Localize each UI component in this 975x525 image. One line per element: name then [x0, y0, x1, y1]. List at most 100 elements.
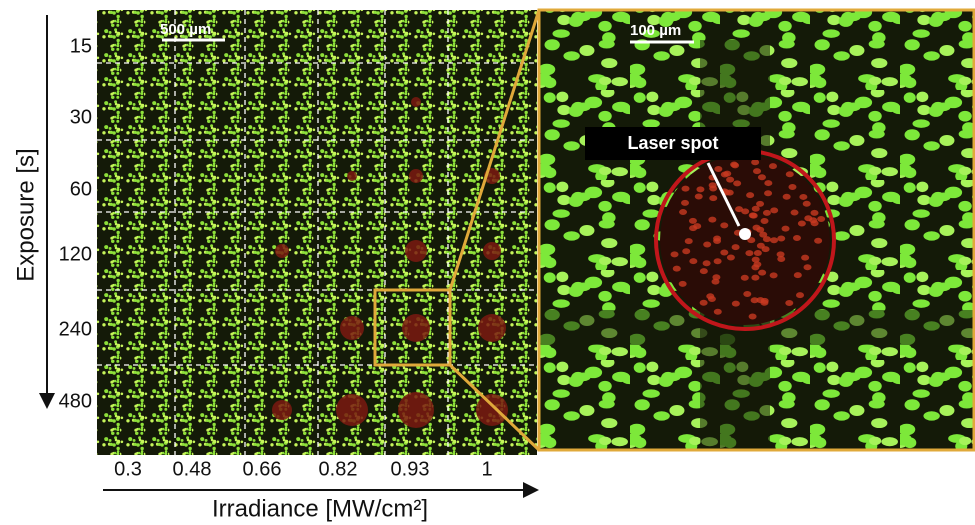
damaged-cell: [761, 218, 769, 224]
damaged-cell: [763, 210, 771, 216]
y-axis-label: Exposure [s]: [12, 148, 39, 281]
damaged-cell: [733, 180, 741, 186]
damaged-cell: [770, 272, 778, 278]
damaged-cell: [791, 210, 799, 216]
y-label: 120: [59, 243, 92, 265]
damaged-cell: [751, 297, 759, 303]
damaged-cell: [689, 218, 697, 224]
damaged-cell: [709, 182, 717, 188]
damaged-cell: [783, 194, 791, 200]
damage-spot: [476, 394, 508, 426]
damage-spot: [272, 400, 292, 420]
damaged-cell: [745, 250, 753, 256]
y-label: 30: [70, 106, 92, 128]
damaged-cell: [720, 222, 728, 228]
damaged-cell: [758, 174, 766, 180]
damaged-cell: [700, 300, 708, 306]
damaged-cell: [671, 251, 679, 257]
damaged-cell: [782, 226, 790, 232]
damaged-cell: [695, 194, 703, 200]
damaged-cell: [714, 309, 722, 315]
damage-spot: [478, 314, 506, 342]
damaged-cell: [693, 223, 701, 229]
damaged-cell: [796, 292, 804, 298]
damaged-cell: [751, 275, 759, 281]
damaged-cell: [679, 281, 687, 287]
x-label: 0.48: [173, 458, 212, 480]
damaged-cell: [679, 209, 687, 215]
damaged-cell: [709, 195, 717, 201]
damaged-cell: [726, 177, 734, 183]
damaged-cell: [814, 238, 822, 244]
damaged-cell: [817, 216, 825, 222]
damaged-cell: [794, 272, 802, 278]
y-label: 240: [59, 318, 92, 340]
damaged-cell: [753, 261, 761, 267]
y-label: 480: [59, 390, 92, 412]
laser-center: [739, 228, 751, 240]
damaged-cell: [762, 246, 770, 252]
y-label: 15: [70, 35, 92, 57]
damaged-cell: [681, 200, 689, 206]
damaged-cell: [753, 168, 761, 174]
x-label: 1: [481, 458, 492, 480]
damage-spot: [347, 171, 357, 181]
scale-bar-label: 500 µm: [160, 21, 211, 38]
damaged-cell: [720, 250, 728, 256]
damaged-cell: [700, 268, 708, 274]
annotation: Laser spot: [627, 133, 718, 153]
damaged-cell: [764, 190, 772, 196]
damage-spot: [405, 240, 427, 262]
damaged-cell: [786, 171, 794, 177]
damaged-cell: [730, 162, 738, 168]
damaged-cell: [758, 270, 766, 276]
damaged-cell: [749, 314, 757, 320]
x-label: 0.3: [114, 458, 142, 480]
damaged-cell: [696, 186, 704, 192]
damaged-cell: [735, 206, 743, 212]
damaged-cell: [732, 244, 740, 250]
damage-spot: [398, 392, 434, 428]
damaged-cell: [727, 255, 735, 261]
damaged-cell: [804, 215, 812, 221]
damaged-cell: [752, 206, 760, 212]
damaged-cell: [713, 238, 721, 244]
damaged-cell: [793, 235, 801, 241]
damaged-cell: [743, 291, 751, 297]
damaged-cell: [708, 217, 716, 223]
damaged-cell: [682, 186, 690, 192]
damaged-cell: [810, 210, 818, 216]
damaged-cell: [703, 242, 711, 248]
damaged-cell: [732, 301, 740, 307]
body: 500 µm Laser spot 100 µm Exposure [s] Ir…: [0, 0, 975, 525]
damage-spot: [483, 242, 501, 260]
damaged-cell: [788, 184, 796, 190]
damaged-cell: [685, 238, 693, 244]
damage-spot: [409, 169, 423, 183]
damage-spot: [411, 97, 421, 107]
damaged-cell: [673, 266, 681, 272]
damaged-cell: [703, 260, 711, 266]
damaged-cell: [708, 296, 716, 302]
damaged-cell: [750, 213, 758, 219]
damaged-cell: [741, 275, 749, 281]
x-label: 0.82: [319, 458, 358, 480]
damage-spot: [275, 244, 289, 258]
damage-spot: [340, 316, 364, 340]
damaged-cell: [726, 190, 734, 196]
damaged-cell: [721, 172, 729, 178]
x-axis-label: Irradiance [MW/cm²]: [212, 495, 428, 522]
damaged-cell: [746, 192, 754, 198]
damaged-cell: [770, 207, 778, 213]
damaged-cell: [753, 225, 761, 231]
damage-spot: [402, 314, 430, 342]
x-label: 0.66: [243, 458, 282, 480]
damaged-cell: [785, 300, 793, 306]
y-label: 60: [70, 178, 92, 200]
damaged-cell: [714, 258, 722, 264]
damaged-cell: [759, 232, 767, 238]
damaged-cell: [769, 163, 777, 169]
damaged-cell: [798, 220, 806, 226]
damaged-cell: [770, 237, 778, 243]
